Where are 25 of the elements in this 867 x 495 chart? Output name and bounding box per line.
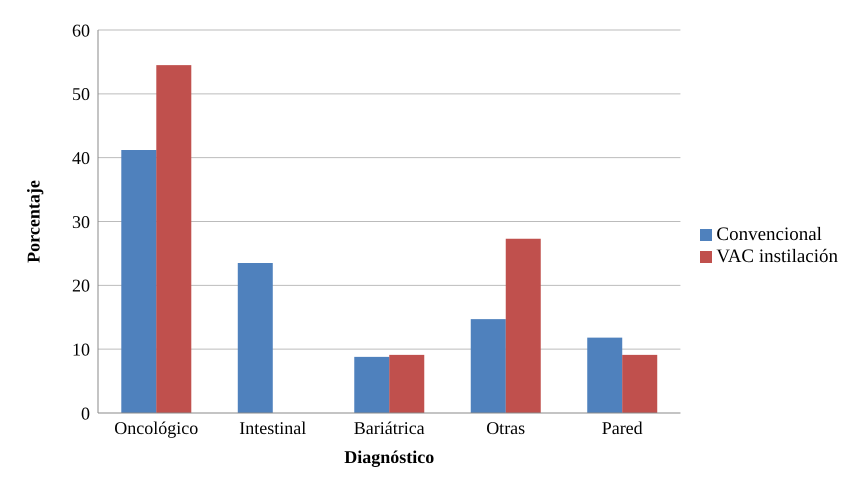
- y-tick-label: 50: [72, 84, 90, 104]
- x-tick-label: Pared: [602, 418, 643, 438]
- x-tick-label: Intestinal: [239, 418, 306, 438]
- y-axis-title: Porcentaje: [23, 180, 44, 263]
- y-tick-label: 40: [72, 148, 90, 168]
- x-tick-label: Oncológico: [114, 418, 198, 438]
- bar: [587, 338, 622, 413]
- x-tick-label: Otras: [486, 418, 526, 438]
- bar: [389, 354, 424, 413]
- bar: [238, 262, 273, 413]
- x-axis-title: Diagnóstico: [344, 447, 434, 467]
- bar: [470, 319, 506, 413]
- x-tick-label: Bariátrica: [354, 418, 425, 438]
- y-tick-label: 20: [72, 276, 90, 296]
- y-tick-label: 0: [81, 403, 90, 424]
- bar: [354, 356, 390, 413]
- bar: [121, 150, 156, 413]
- y-tick-label: 10: [72, 340, 90, 360]
- y-tick-label: 30: [72, 212, 90, 232]
- bar: [156, 65, 192, 413]
- legend-label: Convencional: [716, 224, 822, 244]
- y-tick-label: 60: [72, 20, 90, 40]
- legend-label: VAC instilación: [716, 246, 838, 266]
- bar: [622, 354, 658, 413]
- bar: [506, 238, 541, 413]
